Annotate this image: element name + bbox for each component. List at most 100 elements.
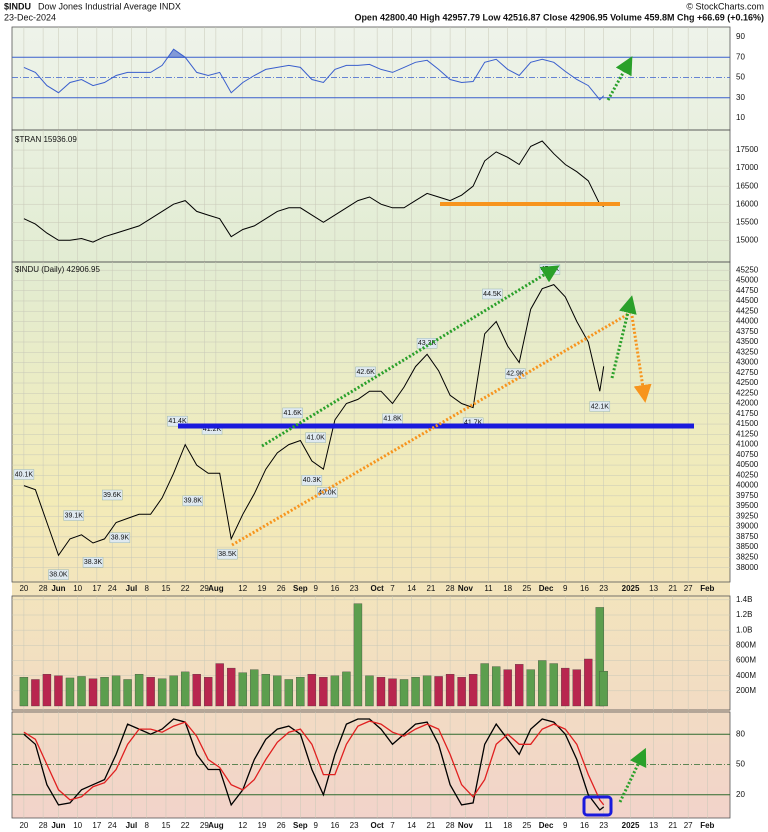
x-tick-label: 19 [258,584,267,593]
x-tick-label: 16 [330,821,339,830]
value-label: 42.1K [591,403,610,410]
bar [388,678,397,707]
trend-line [261,265,560,448]
x-tick-label: 2025 [622,584,640,593]
x-tick-label: 17 [92,584,101,593]
value-label: 39.1K [65,512,84,519]
bar [422,675,432,707]
value-label: 38.9K [111,535,130,542]
y-tick-label: 40000 [736,481,759,490]
bar [457,677,466,707]
bar [468,673,478,707]
bar [42,673,52,707]
x-tick-label: Sep [293,821,308,830]
value-label-box [416,338,438,349]
x-tick-label: 10 [73,584,82,593]
y-tick-label: 600M [736,656,756,665]
bar [19,677,29,707]
value-label: 39.6K [103,492,122,499]
bar [365,675,374,707]
x-tick-label: 25 [522,821,531,830]
x-tick-label: Aug [208,821,224,830]
value-label: 38.0K [49,571,68,578]
bar [342,671,351,707]
x-tick-label: Jul [126,821,138,830]
value-label: 42.9K [506,370,525,377]
x-tick-label: 17 [92,821,101,830]
y-tick-label: 1.2B [736,610,752,619]
y-tick-label: 45250 [736,265,759,274]
bar [146,677,155,707]
y-tick-label: 43250 [736,347,759,356]
x-tick-label: 21 [426,821,435,830]
bar [572,669,581,707]
x-tick-label: 26 [277,584,286,593]
bar [250,669,259,707]
arrow [606,56,633,101]
x-tick-label: 9 [313,584,318,593]
x-tick-label: Jul [126,584,138,593]
y-tick-label: 17500 [736,145,759,154]
bar [296,677,305,707]
bar [330,675,340,707]
x-tick-label: 9 [563,821,568,830]
y-tick-label: 15500 [736,217,759,226]
date: 23-Dec-2024 [4,12,56,22]
x-tick-label: 7 [390,584,395,593]
x-tick-label: 23 [599,584,608,593]
x-tick-label: 24 [108,584,117,593]
x-tick-label: 16 [580,821,589,830]
y-tick-label: 41000 [736,440,759,449]
x-tick-label: 15 [162,821,171,830]
y-tick-label: 800M [736,640,756,649]
value-label-box [282,407,303,419]
x-tick-label: 27 [684,821,693,830]
x-tick-label: Nov [458,821,474,830]
x-tick-label: 10 [73,821,82,830]
value-label: 41.0K [307,434,326,441]
value-label-box [217,548,238,560]
y-tick-label: 41750 [736,409,759,418]
highlight-box [582,795,613,817]
x-tick-label: 20 [19,584,28,593]
y-tick-label: 39000 [736,522,759,531]
bar [284,679,294,707]
bar [526,669,535,707]
value-label: 38.3K [84,559,103,566]
y-tick-label: 44250 [736,306,759,315]
value-label: 44.5K [483,291,502,298]
symbol: $INDU [4,1,31,11]
y-tick-label: 43000 [736,358,759,367]
x-tick-label: 16 [330,584,339,593]
credit: © StockCharts.com [686,1,764,11]
value-label: 43.3K [418,340,437,347]
x-tick-label: 7 [390,821,395,830]
x-tick-label: 28 [39,584,48,593]
value-label: 41.7K [464,420,483,427]
x-tick-label: 14 [407,821,416,830]
bar [65,677,75,707]
value-label-box [48,569,69,580]
x-tick-label: 29 [200,821,209,830]
y-tick-label: 15000 [736,235,759,244]
y-tick-label: 42500 [736,378,759,387]
x-tick-label: 18 [503,821,512,830]
x-tick-label: 2025 [622,821,640,830]
symbol-name: Dow Jones Industrial Average INDX [38,1,181,11]
x-tick-label: 27 [684,584,693,593]
bar [111,675,121,707]
value-label-box [63,510,85,521]
panel-label: $INDU (Daily) 42906.95 [15,265,100,274]
x-tick-label: 16 [580,584,589,593]
x-tick-label: 23 [350,584,359,593]
series-line [23,720,605,806]
x-tick-label: 23 [350,821,359,830]
value-label-box [589,401,611,412]
x-tick-label: Dec [539,821,554,830]
value-label: 41.4K [168,418,187,425]
x-tick-label: 8 [145,584,150,593]
x-tick-label: Dec [539,584,554,593]
value-label-box [482,288,503,300]
x-tick-label: 26 [277,821,286,830]
value-label: 40.3K [303,477,322,484]
